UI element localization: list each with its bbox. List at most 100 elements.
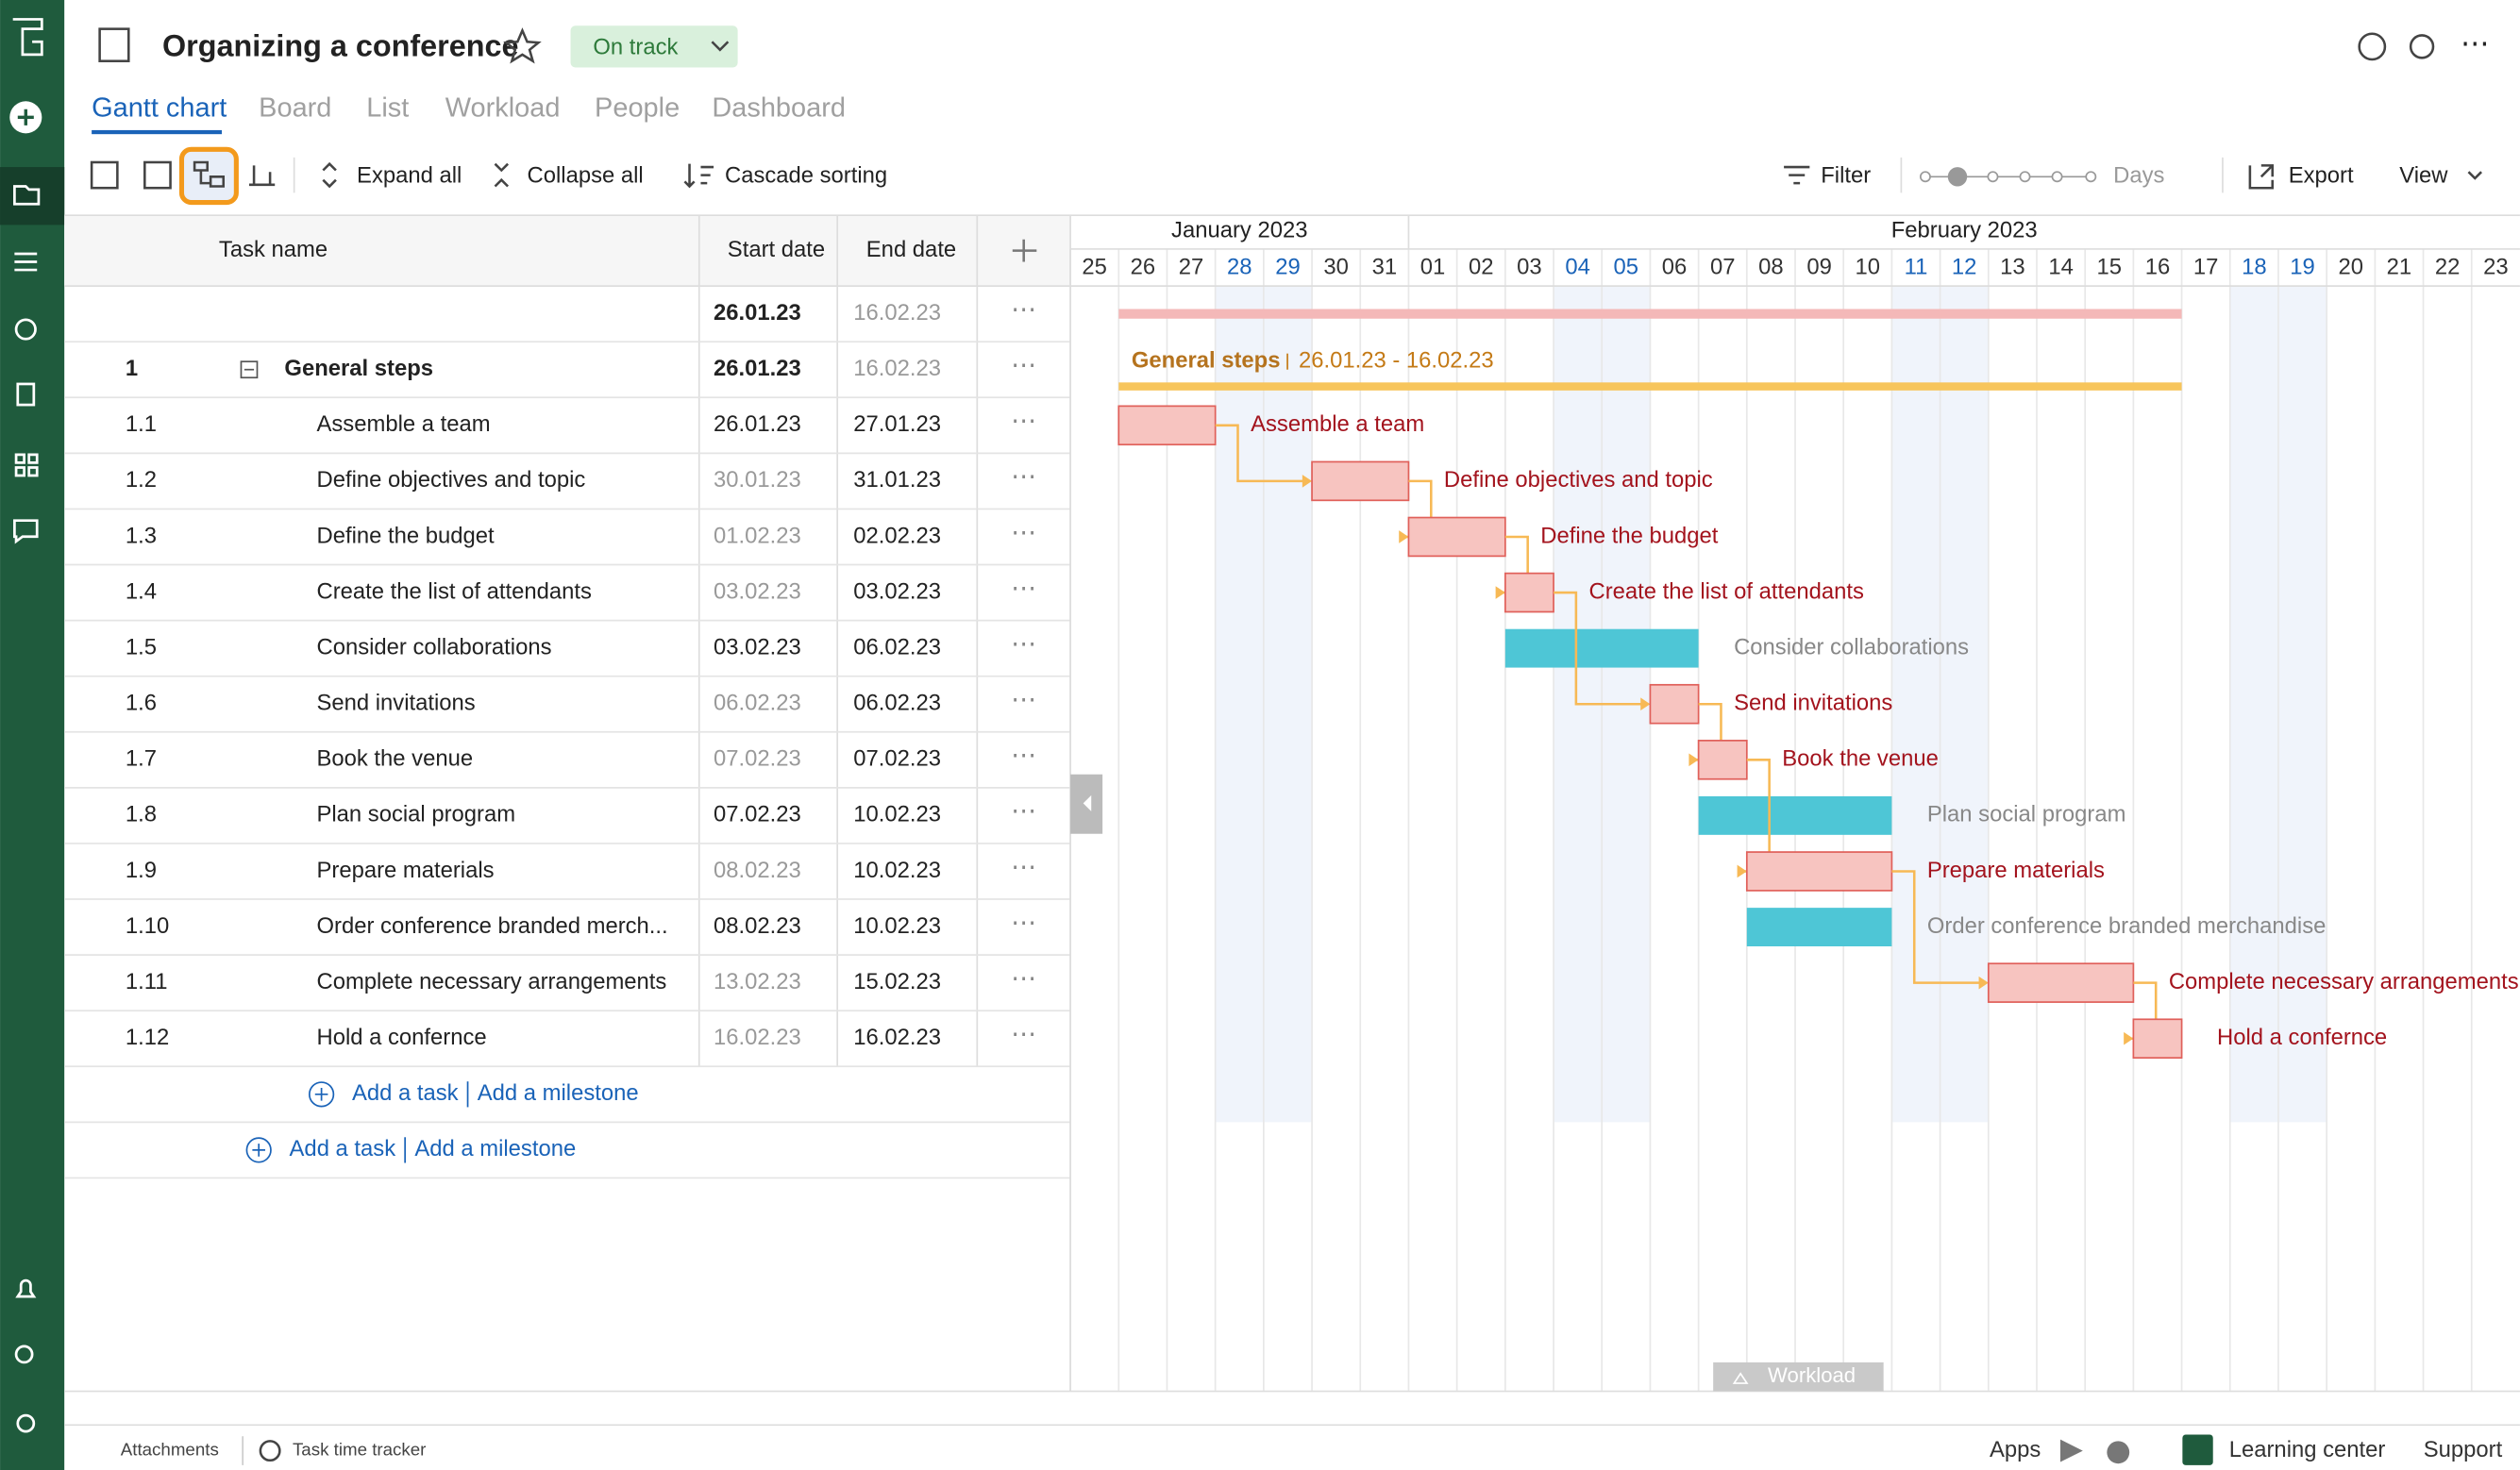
task-name[interactable]: General steps: [284, 356, 433, 381]
bell-icon[interactable]: [15, 1278, 37, 1298]
add-task[interactable]: Add a task: [290, 1136, 396, 1161]
toolbar-icon: [193, 160, 226, 188]
row-menu[interactable]: ⋯: [1011, 907, 1036, 936]
toolbar-icon[interactable]: [90, 160, 119, 190]
chat-icon[interactable]: [13, 519, 39, 544]
add-column[interactable]: [1012, 239, 1037, 262]
zoom-step[interactable]: [2019, 171, 2031, 183]
task-name[interactable]: Send invitations: [316, 691, 475, 716]
star-icon[interactable]: [503, 27, 542, 64]
row-menu[interactable]: ⋯: [1011, 461, 1036, 491]
zoom-step[interactable]: [2085, 171, 2097, 183]
zoom-step[interactable]: [2051, 171, 2063, 183]
row-menu[interactable]: ⋯: [1011, 684, 1036, 713]
row-menu[interactable]: ⋯: [1011, 795, 1036, 825]
task-bar[interactable]: [1745, 851, 1893, 892]
play-store-icon[interactable]: [2059, 1439, 2083, 1462]
settings-icon[interactable]: [2409, 34, 2435, 59]
cascade-sorting[interactable]: Cascade sorting: [725, 163, 887, 189]
zoom-step[interactable]: [1919, 171, 1931, 183]
export[interactable]: Export: [2289, 163, 2354, 189]
task-bar[interactable]: [1117, 405, 1217, 446]
row-menu[interactable]: ⋯: [1011, 740, 1036, 769]
apple-icon[interactable]: [2107, 1441, 2130, 1464]
apps[interactable]: Apps: [1990, 1437, 2041, 1462]
task-name[interactable]: Prepare materials: [316, 858, 494, 883]
workload-tab[interactable]: [1713, 1361, 1884, 1392]
add-icon[interactable]: [308, 1081, 335, 1108]
task-name[interactable]: Consider collaborations: [316, 634, 551, 660]
task-name[interactable]: Define objectives and topic: [316, 467, 585, 493]
task-name[interactable]: Complete necessary arrangements: [316, 969, 666, 994]
task-bar[interactable]: [1504, 628, 1699, 668]
sidebar-icons[interactable]: [0, 18, 65, 1433]
task-bar[interactable]: [1697, 740, 1748, 780]
task-bar[interactable]: [1311, 460, 1410, 502]
row-menu[interactable]: ⋯: [1011, 962, 1036, 992]
filter-icon[interactable]: [1784, 165, 1810, 185]
row-menu[interactable]: ⋯: [1011, 573, 1036, 602]
expand-all[interactable]: Expand all: [357, 163, 462, 189]
list-icon[interactable]: [14, 252, 38, 272]
folder-icon[interactable]: [13, 185, 41, 206]
task-bar[interactable]: [1698, 795, 1892, 835]
help-icon[interactable]: [2182, 1434, 2213, 1465]
task-name[interactable]: Assemble a team: [316, 411, 490, 437]
search-icon[interactable]: [14, 1345, 34, 1364]
task-name[interactable]: Plan social program: [316, 802, 515, 827]
row-menu[interactable]: ⋯: [1011, 851, 1036, 880]
add-task[interactable]: Add a task: [352, 1080, 459, 1106]
workload-label[interactable]: Workload: [1768, 1363, 1856, 1387]
row-menu[interactable]: ⋯: [1011, 517, 1036, 546]
tab[interactable]: Dashboard: [712, 92, 846, 123]
learning-center[interactable]: Learning center: [2229, 1437, 2386, 1462]
task-name[interactable]: Define the budget: [316, 523, 495, 548]
history-icon[interactable]: [2358, 32, 2387, 61]
task-bar[interactable]: [1407, 516, 1506, 558]
row-menu[interactable]: ⋯: [1011, 350, 1036, 379]
tab[interactable]: Board: [259, 92, 331, 123]
task-bar[interactable]: [1504, 572, 1554, 613]
add-icon[interactable]: [245, 1137, 272, 1163]
tab[interactable]: People: [595, 92, 680, 123]
row-menu[interactable]: ⋯: [1011, 628, 1036, 658]
grid-icon[interactable]: [14, 453, 39, 477]
add-milestone[interactable]: Add a milestone: [414, 1136, 576, 1161]
add-milestone[interactable]: Add a milestone: [478, 1080, 639, 1106]
task-bar[interactable]: [1746, 908, 1892, 946]
row-menu[interactable]: ⋯: [1011, 293, 1036, 323]
export-icon[interactable]: [2248, 164, 2274, 190]
task-bar[interactable]: [2132, 1018, 2183, 1060]
collapse-all[interactable]: Collapse all: [528, 163, 644, 189]
tab[interactable]: Gantt chart: [92, 92, 227, 123]
view[interactable]: View: [2399, 163, 2448, 189]
clock-icon[interactable]: [14, 318, 37, 341]
task-name[interactable]: Create the list of attendants: [316, 578, 591, 604]
expand-icon[interactable]: [322, 161, 337, 189]
row-menu[interactable]: ⋯: [1011, 406, 1036, 435]
task-name[interactable]: Order conference branded merch...: [316, 913, 667, 939]
filter[interactable]: Filter: [1821, 163, 1871, 189]
task-name[interactable]: Hold a confernce: [316, 1025, 486, 1050]
zoom-handle[interactable]: [1947, 167, 1968, 187]
task-bar[interactable]: [1649, 683, 1700, 725]
toolbar-icon[interactable]: [248, 165, 276, 187]
sort-icon[interactable]: [683, 163, 714, 189]
collapse-toggle[interactable]: [240, 360, 259, 379]
tab[interactable]: Workload: [445, 92, 561, 123]
collapse-icon[interactable]: [494, 162, 510, 188]
toolbar-icon[interactable]: [143, 160, 172, 190]
task-bar[interactable]: [1987, 962, 2135, 1003]
status-badge[interactable]: [570, 25, 738, 68]
settings-icon[interactable]: [16, 1413, 36, 1433]
tab[interactable]: List: [366, 92, 409, 123]
more-icon[interactable]: ⋯: [2461, 27, 2490, 59]
toolbar-active[interactable]: [178, 146, 239, 206]
attachments[interactable]: Attachments: [121, 1440, 219, 1460]
support[interactable]: Support: [2424, 1437, 2503, 1462]
task-time-tracker[interactable]: Task time tracker: [293, 1440, 426, 1460]
row-menu[interactable]: ⋯: [1011, 1019, 1036, 1048]
task-name[interactable]: Book the venue: [316, 746, 473, 772]
doc-icon[interactable]: [16, 382, 36, 407]
zoom-step[interactable]: [1987, 171, 1999, 183]
